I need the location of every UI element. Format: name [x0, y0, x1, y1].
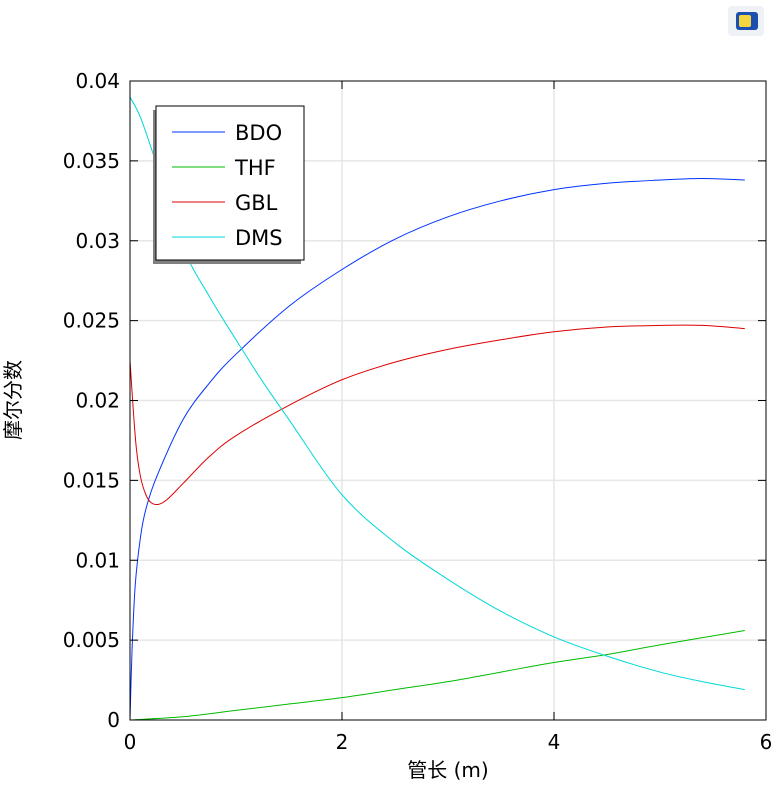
y-tick-label: 0.015 — [63, 468, 120, 492]
legend-label: DMS — [235, 226, 283, 250]
y-tick-label: 0.02 — [75, 389, 120, 413]
axis-ticks: 0 2 4 6 0 0.005 0.01 0.015 0.02 0.025 0.03 0.035 0.0… — [63, 69, 773, 754]
x-tick-label: 2 — [336, 730, 349, 754]
app-logo — [728, 6, 764, 36]
legend-label: GBL — [235, 191, 278, 215]
y-tick-label: 0.035 — [63, 149, 120, 173]
y-tick-label: 0.025 — [63, 309, 120, 333]
legend-label: THF — [234, 156, 276, 180]
legend: BDO THF GBL DMS — [153, 105, 305, 264]
legend-label: BDO — [235, 121, 282, 145]
y-tick-label: 0 — [107, 708, 120, 732]
series-line-bdo — [129, 177, 745, 721]
y-axis-label: 摩尔分数 — [1, 360, 25, 440]
grid-lines — [130, 81, 766, 720]
series-line-thf — [129, 630, 745, 721]
y-tick-label: 0.01 — [75, 548, 120, 572]
x-tick-label: 0 — [124, 730, 137, 754]
series-line-gbl — [129, 324, 745, 506]
x-axis-label: 管长 (m) — [407, 758, 488, 782]
x-tick-label: 6 — [760, 730, 773, 754]
y-tick-label: 0.005 — [63, 628, 120, 652]
y-tick-label: 0.04 — [75, 69, 120, 93]
x-tick-label: 4 — [548, 730, 561, 754]
y-tick-label: 0.03 — [75, 229, 120, 253]
